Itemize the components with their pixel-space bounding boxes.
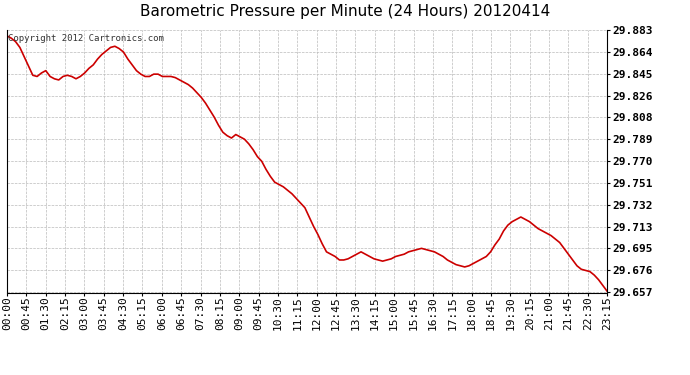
- Text: Copyright 2012 Cartronics.com: Copyright 2012 Cartronics.com: [8, 34, 164, 43]
- Text: Barometric Pressure per Minute (24 Hours) 20120414: Barometric Pressure per Minute (24 Hours…: [140, 4, 550, 19]
